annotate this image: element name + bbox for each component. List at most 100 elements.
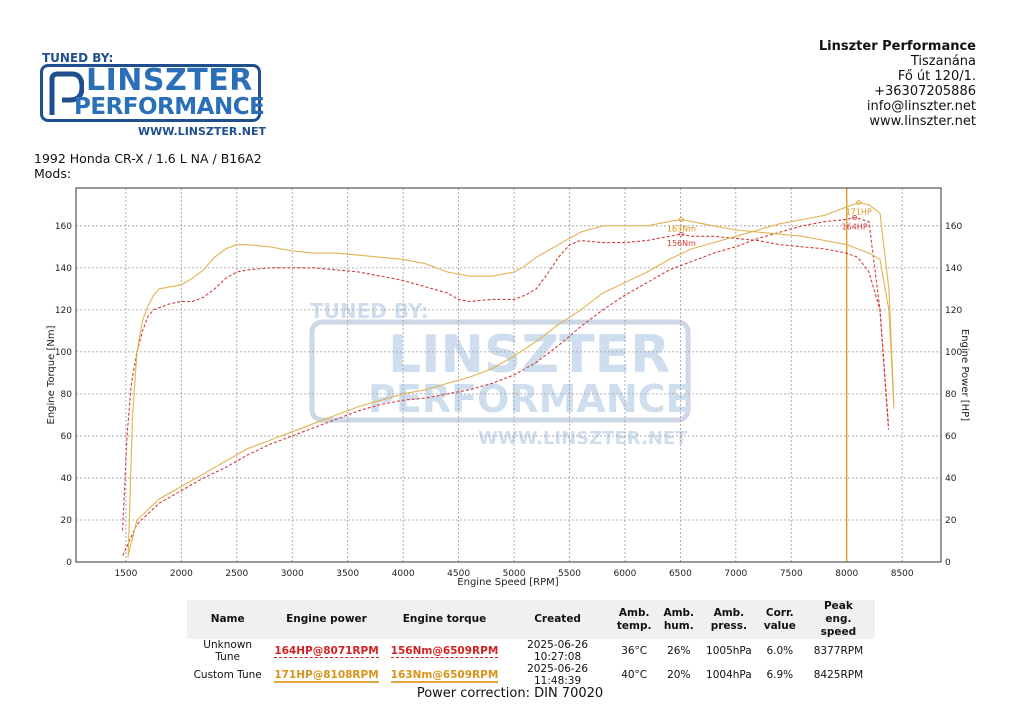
y-tick-label-left: 40 <box>61 474 73 484</box>
y-tick-label-left: 100 <box>55 348 72 358</box>
series-custom-tune-torque <box>127 218 895 558</box>
watermark-line2: PERFORMANCE <box>368 377 691 421</box>
logo-tuned-by: TUNED BY: <box>42 51 114 65</box>
logo-line2: PERFORMANCE <box>74 94 265 120</box>
x-tick-label: 5500 <box>558 569 581 579</box>
x-tick-label: 2000 <box>170 569 193 579</box>
result-value-torque: 163Nm@6509RPM <box>390 669 499 683</box>
y-tick-label-left: 140 <box>55 264 72 274</box>
table-cell-power: 164HP@8071RPM <box>268 639 384 663</box>
table-cell-temp: 40°C <box>621 669 648 681</box>
y-tick-label-left: 80 <box>61 390 73 400</box>
table-cell-name: Unknown Tune <box>203 639 253 663</box>
table-body: Unknown Tune 164HP@8071RPM 156Nm@6509RPM 20… <box>187 639 875 687</box>
watermark-tuned-by: TUNED BY: <box>310 299 429 323</box>
chart-watermark: TUNED BY: LINSZTER PERFORMANCE WWW.LINSZ… <box>309 299 691 449</box>
peak-marker <box>852 215 858 220</box>
table-cell-torque: 156Nm@6509RPM <box>385 639 505 663</box>
x-tick-label: 5000 <box>503 569 526 579</box>
y-tick-label-right: 120 <box>945 306 962 316</box>
watermark-line1: LINSZTER <box>388 325 670 385</box>
logo-frame <box>40 64 261 122</box>
watermark-url: WWW.LINSZTER.NET <box>478 428 688 449</box>
table-header-cell: Corr. value <box>757 600 802 639</box>
table-header-cell: Amb. hum. <box>657 600 701 639</box>
plot-frame <box>75 187 942 563</box>
x-tick-label: 3500 <box>336 569 359 579</box>
table-cell-press: 1005hPa <box>706 645 752 657</box>
table-header-cell: Peak eng. speed <box>801 600 875 639</box>
table-cell-name: Custom Tune <box>193 669 262 681</box>
table-cell-hum: 26% <box>667 645 691 657</box>
x-tick-label: 3000 <box>281 569 304 579</box>
chart-series <box>122 202 895 558</box>
table-row: Custom Tune 171HP@8108RPM 163Nm@6509RPM 202… <box>187 663 875 687</box>
x-tick-label: 4000 <box>392 569 415 579</box>
table-cell-corr: 6.9% <box>766 669 794 681</box>
x-tick-label: 6000 <box>613 569 636 579</box>
table-cell-hum: 20% <box>667 669 691 681</box>
y-tick-label-right: 140 <box>945 264 962 274</box>
table-cell-peak: 8377RPM <box>813 645 864 657</box>
logo-url: WWW.LINSZTER.NET <box>138 125 266 138</box>
peak-marker <box>856 200 862 206</box>
peak-marker <box>678 231 684 237</box>
dyno-chart: TUNED BY: LINSZTER PERFORMANCE WWW.LINSZ… <box>46 187 970 588</box>
x-tick-label: 7500 <box>780 569 803 579</box>
y-tick-label-left: 120 <box>55 306 72 316</box>
x-tick-label: 8000 <box>835 569 858 579</box>
result-value-torque: 156Nm@6509RPM <box>390 645 499 658</box>
series-unknown-tune-torque <box>122 233 890 531</box>
result-value-power: 171HP@8108RPM <box>274 669 379 683</box>
table-header-cell: Created <box>504 600 611 639</box>
y-axis-label-right: Engine Power [HP] <box>959 329 970 421</box>
y-tick-label-right: 160 <box>945 222 962 232</box>
result-value-power: 164HP@8071RPM <box>274 645 379 658</box>
series-unknown-tune-power <box>122 216 890 556</box>
peak-label: 164HP <box>842 222 868 231</box>
company-email: info@linszter.net <box>866 99 976 114</box>
table-header-cell: Engine torque <box>384 600 505 639</box>
table-header-cell: Amb. temp. <box>610 600 658 639</box>
x-tick-label: 1500 <box>114 569 137 579</box>
table-cell-power: 171HP@8108RPM <box>268 663 384 687</box>
y-tick-label-left: 60 <box>61 432 73 442</box>
table-cell-torque: 163Nm@6509RPM <box>385 663 505 687</box>
x-tick-label: 8500 <box>891 569 914 579</box>
table-header-cell: Amb. press. <box>700 600 758 639</box>
vehicle-mods: Mods: <box>34 166 72 181</box>
company-phone: +36307205886 <box>874 84 976 99</box>
y-tick-label-right: 40 <box>945 474 957 484</box>
vehicle-info: 1992 Honda CR-X / 1.6 L NA / B16A2 Mods: <box>34 151 262 181</box>
y-tick-label-right: 80 <box>945 390 957 400</box>
y-tick-label-right: 20 <box>945 516 957 526</box>
table-row: Unknown Tune 164HP@8071RPM 156Nm@6509RPM 20… <box>187 639 875 663</box>
vehicle-description: 1992 Honda CR-X / 1.6 L NA / B16A2 <box>34 151 262 166</box>
peak-label: 156Nm <box>667 239 696 248</box>
company-info: Linszter Performance Tiszanána Fő út 120… <box>716 39 976 129</box>
table-cell-temp: 36°C <box>621 645 648 657</box>
chart-ticks: 1500 2000 2500 3000 3500 4000 4500 5000 5500 6000… <box>55 222 963 579</box>
x-tick-label: 4500 <box>447 569 470 579</box>
results-table: Name Engine power Engine torque Created Amb.… <box>187 600 875 687</box>
peak-label: 171HP <box>846 208 872 217</box>
peak-marker <box>678 217 684 222</box>
x-tick-label: 2500 <box>225 569 248 579</box>
company-street: Fő út 120/1. <box>897 69 976 84</box>
y-tick-label-left: 160 <box>55 222 72 232</box>
table-cell-corr: 6.0% <box>766 645 794 657</box>
table-cell-created: 2025-06-26 10:27:08 <box>527 639 589 663</box>
table-header-cell: Engine power <box>268 600 385 639</box>
table-cell-press: 1004hPa <box>706 669 752 681</box>
table-header-cell: Name <box>187 600 269 639</box>
x-axis-label: Engine Speed [RPM] <box>457 577 558 588</box>
power-correction: Power correction: DIN 70020 <box>416 686 604 701</box>
brand-logo: TUNED BY: LINSZTER PERFORMANCE WWW.LINSZ… <box>40 51 266 141</box>
table-cell-peak: 8425RPM <box>813 669 864 681</box>
y-tick-label-left: 0 <box>66 558 72 568</box>
y-axis-label-left: Engine Torque [Nm] <box>46 325 57 424</box>
company-city: Tiszanána <box>910 54 976 69</box>
chart-annotations: 163Nm 156Nm 171HP 164HP <box>667 200 872 248</box>
company-name: Linszter Performance <box>818 39 976 54</box>
table-header-row: Name Engine power Engine torque Created Amb.… <box>187 600 875 639</box>
